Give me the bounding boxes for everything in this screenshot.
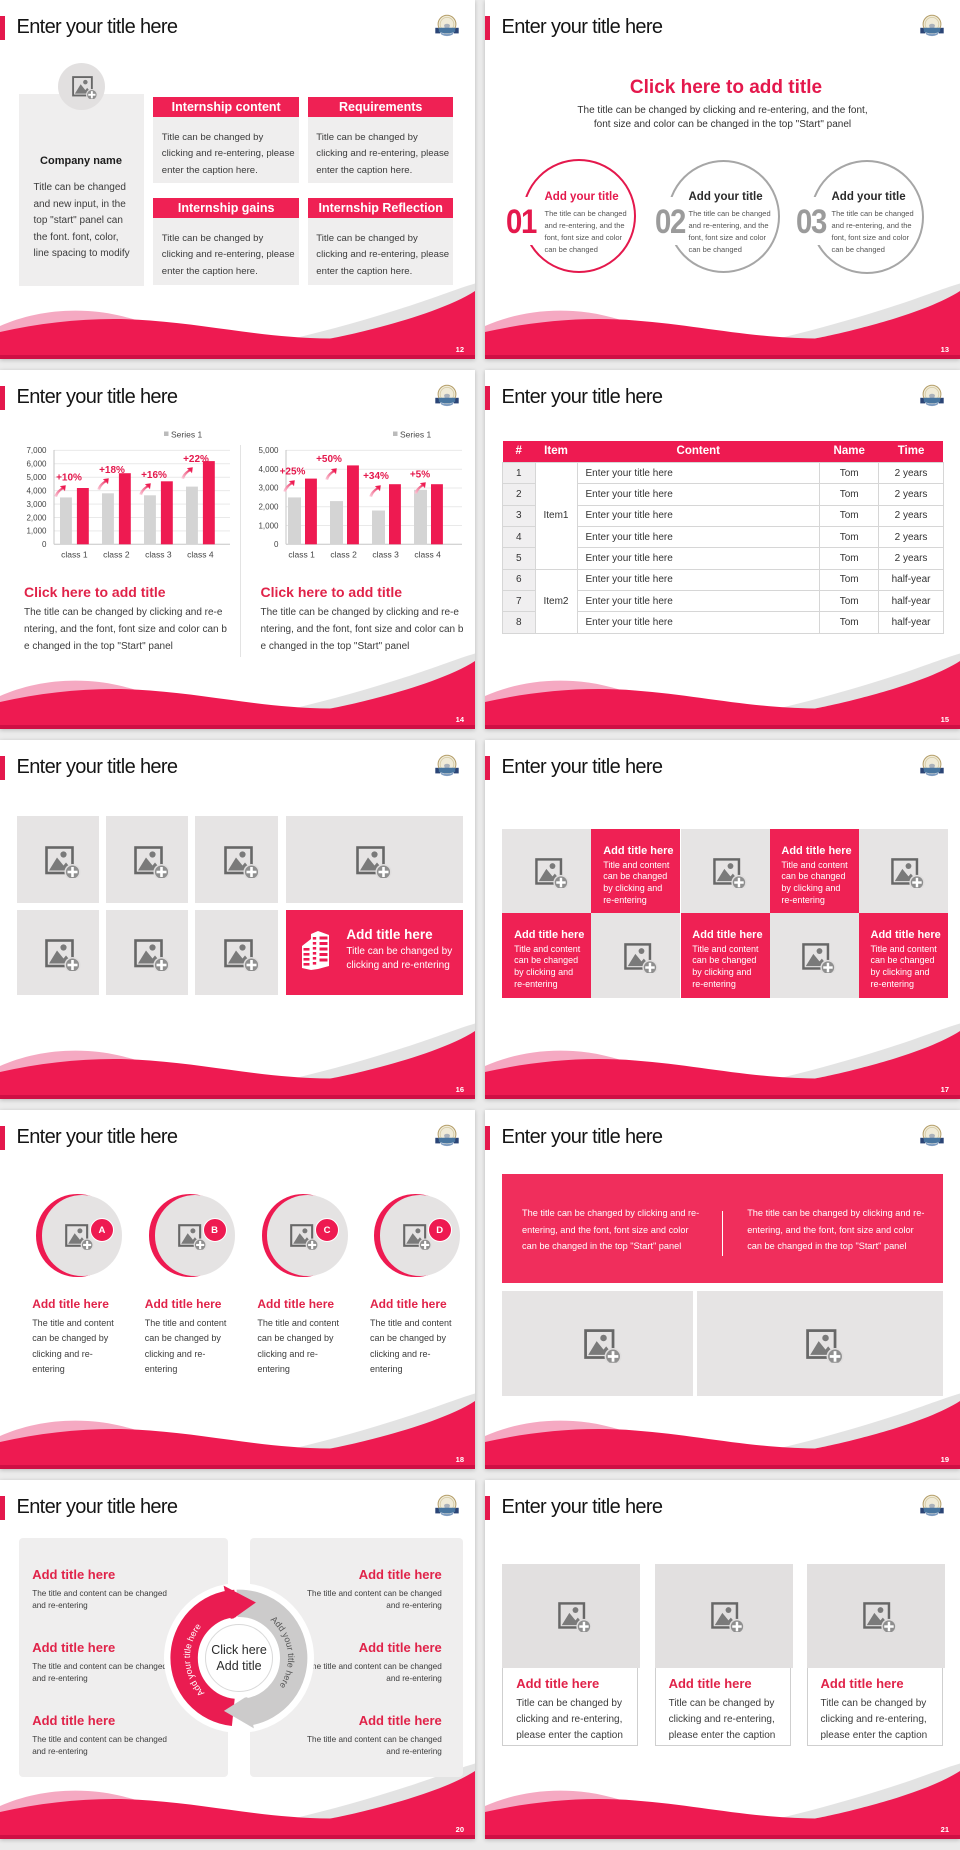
svg-text:0: 0 [42,540,47,549]
svg-text:class 1: class 1 [61,550,88,560]
svg-text:1,000: 1,000 [26,527,47,536]
svg-text:3,000: 3,000 [26,500,47,509]
svg-text:1,000: 1,000 [258,521,279,530]
svg-text:5,000: 5,000 [26,473,47,482]
svg-text:3,000: 3,000 [258,484,279,493]
svg-text:class 1: class 1 [288,550,315,560]
svg-text:Series 1: Series 1 [171,430,202,440]
svg-text:2,000: 2,000 [258,503,279,512]
svg-text:class 2: class 2 [103,550,130,560]
svg-text:+34%: +34% [363,471,389,482]
svg-text:+25%: +25% [280,467,306,478]
svg-text:0: 0 [274,540,279,549]
svg-text:5,000: 5,000 [258,446,279,455]
svg-text:+16%: +16% [141,470,167,481]
svg-text:+50%: +50% [316,454,342,465]
svg-text:+10%: +10% [56,473,82,484]
svg-text:6,000: 6,000 [26,460,47,469]
svg-text:4,000: 4,000 [26,487,47,496]
svg-text:+5%: +5% [410,470,430,481]
svg-text:2,000: 2,000 [26,513,47,522]
svg-text:class 4: class 4 [414,550,441,560]
svg-text:4,000: 4,000 [258,465,279,474]
svg-text:7,000: 7,000 [26,446,47,455]
svg-text:+18%: +18% [99,465,125,476]
svg-text:+22%: +22% [183,454,209,465]
svg-text:class 3: class 3 [372,550,399,560]
svg-text:class 2: class 2 [330,550,357,560]
svg-text:class 4: class 4 [187,550,214,560]
svg-text:class 3: class 3 [145,550,172,560]
svg-text:Series 1: Series 1 [400,430,431,440]
